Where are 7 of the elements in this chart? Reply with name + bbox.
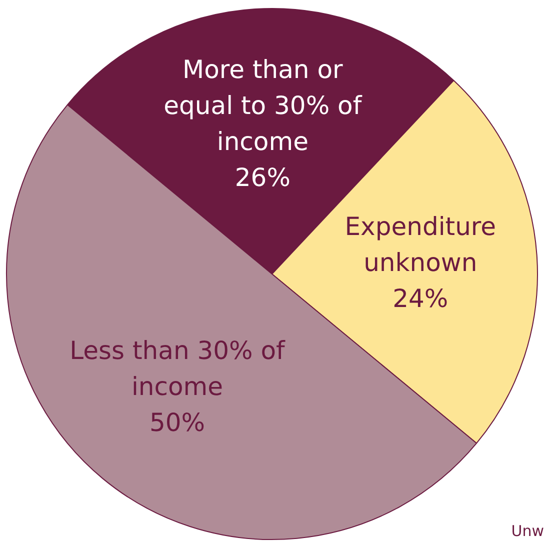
data-label: 50% <box>149 408 206 438</box>
slice-label: More than or equal to 30% of income <box>164 55 363 156</box>
data-label: 24% <box>392 284 448 314</box>
text: Unw <box>511 522 544 540</box>
slice-label: Expenditure unknown <box>344 212 496 278</box>
slice-label: Less than 30% of income <box>70 336 286 402</box>
data-label: 26% <box>234 163 290 192</box>
